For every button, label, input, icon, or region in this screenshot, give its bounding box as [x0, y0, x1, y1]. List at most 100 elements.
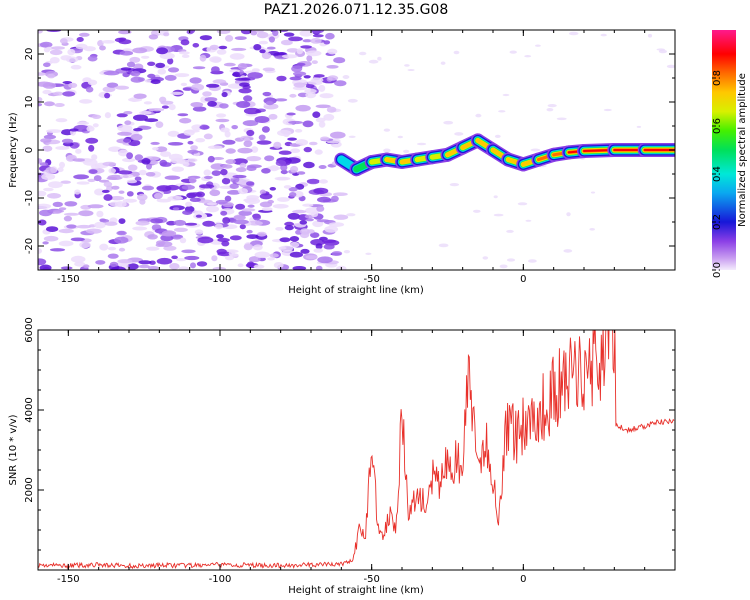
noise-speckle — [272, 204, 289, 209]
noise-speckle — [39, 162, 49, 167]
noise-speckle — [122, 175, 129, 178]
noise-speckle — [74, 189, 81, 195]
noise-speckle — [237, 147, 253, 154]
y-tick-label: -10 — [24, 190, 35, 206]
noise-speckle — [253, 244, 263, 251]
noise-speckle — [194, 229, 204, 235]
noise-speckle — [323, 244, 335, 250]
noise-speckle — [323, 113, 335, 121]
noise-speckle — [118, 218, 126, 225]
noise-speckle — [303, 146, 312, 153]
noise-speckle — [229, 253, 239, 257]
noise-speckle — [117, 124, 133, 132]
noise-speckle — [192, 106, 207, 112]
noise-speckle — [70, 237, 85, 242]
noise-speckle — [39, 264, 52, 270]
noise-speckle — [82, 158, 98, 166]
noise-speckle — [273, 262, 284, 269]
noise-speckle — [63, 215, 72, 222]
noise-speckle — [220, 210, 228, 216]
noise-speckle — [182, 162, 190, 167]
noise-speckle — [453, 50, 460, 55]
noise-speckle — [67, 48, 76, 56]
noise-speckle — [246, 129, 255, 137]
noise-speckle — [155, 62, 166, 68]
x-tick-label: 0 — [520, 574, 526, 585]
noise-speckle — [303, 161, 315, 169]
noise-speckle — [317, 256, 333, 264]
noise-speckle — [86, 126, 95, 132]
noise-speckle — [262, 67, 275, 72]
noise-speckle — [160, 151, 172, 158]
noise-speckle — [99, 218, 107, 222]
noise-speckle — [181, 184, 195, 190]
noise-speckle — [169, 263, 180, 270]
noise-speckle — [273, 141, 282, 149]
noise-speckle — [106, 82, 119, 88]
noise-speckle — [289, 241, 300, 248]
noise-speckle — [187, 158, 198, 163]
noise-speckle — [49, 248, 66, 252]
y-tick-label: 4000 — [24, 397, 35, 422]
noise-speckle — [52, 201, 63, 207]
noise-speckle — [195, 214, 202, 218]
noise-speckle — [313, 74, 325, 78]
noise-speckle — [76, 37, 84, 42]
noise-speckle — [237, 263, 244, 268]
noise-speckle — [494, 134, 501, 138]
noise-speckle — [262, 91, 272, 97]
noise-speckle — [266, 46, 276, 50]
noise-speckle — [234, 36, 247, 40]
noise-speckle — [268, 113, 278, 120]
noise-speckle — [284, 225, 294, 231]
noise-speckle — [316, 205, 325, 212]
noise-speckle — [46, 129, 62, 134]
noise-speckle — [265, 100, 274, 106]
noise-speckle — [289, 192, 297, 198]
noise-speckle — [75, 43, 88, 50]
noise-speckle — [55, 118, 68, 123]
x-tick-label: -150 — [57, 274, 80, 285]
noise-speckle — [211, 255, 218, 262]
y-tick-label: 6000 — [24, 317, 35, 342]
noise-speckle — [248, 256, 261, 263]
noise-speckle — [317, 196, 332, 203]
noise-speckle — [191, 83, 205, 91]
noise-speckle — [223, 62, 236, 67]
noise-speckle — [163, 32, 170, 37]
noise-speckle — [299, 220, 308, 225]
noise-speckle — [202, 220, 215, 227]
noise-speckle — [118, 190, 125, 194]
noise-speckle — [159, 96, 167, 103]
noise-speckle — [253, 44, 262, 51]
noise-speckle — [49, 57, 60, 64]
y-tick-label: 20 — [24, 48, 35, 61]
noise-speckle — [102, 161, 117, 167]
snr-panel: -150 -100 -50 0 2000 4000 6000 Height of strai… — [8, 317, 676, 596]
colorbar-label: Normalized spectral amplitude — [737, 73, 748, 227]
noise-speckle — [141, 55, 150, 59]
y-tick-label: -20 — [24, 238, 35, 254]
noise-speckle — [590, 191, 596, 194]
noise-speckle — [167, 57, 174, 65]
noise-speckle — [246, 181, 255, 186]
noise-speckle — [231, 125, 238, 130]
noise-speckle — [203, 133, 213, 140]
noise-speckle — [91, 154, 98, 161]
noise-speckle — [589, 228, 595, 231]
noise-speckle — [275, 227, 284, 231]
noise-speckle — [225, 35, 234, 42]
noise-speckle — [155, 121, 164, 128]
noise-speckle — [334, 80, 347, 87]
noise-speckle — [535, 44, 541, 47]
noise-speckle — [135, 220, 150, 226]
noise-speckle — [46, 226, 59, 233]
noise-speckle — [179, 117, 192, 124]
noise-speckle — [289, 236, 300, 242]
noise-speckle — [232, 174, 247, 179]
noise-speckle — [313, 248, 324, 253]
noise-speckle — [76, 224, 92, 229]
noise-speckle — [306, 55, 313, 62]
noise-speckle — [258, 134, 266, 141]
noise-speckle — [296, 62, 306, 66]
